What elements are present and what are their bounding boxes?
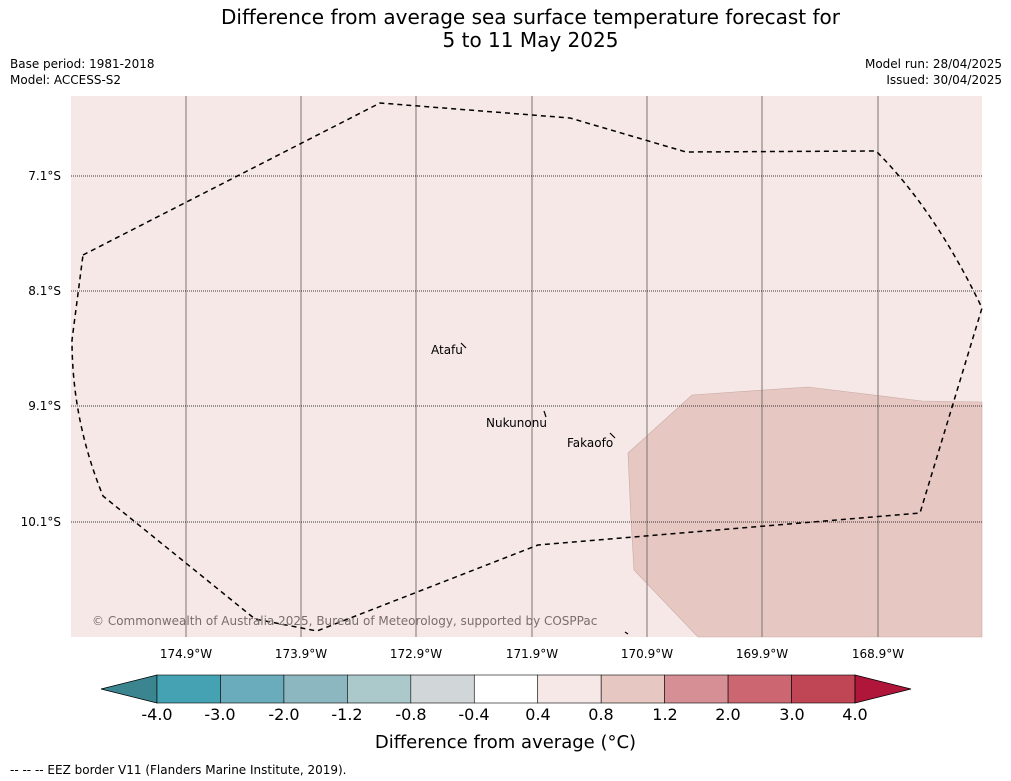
colorbar-segment <box>473 674 539 704</box>
colorbar-tick: -1.2 <box>331 705 363 724</box>
lat-label: 7.1°S <box>28 169 61 183</box>
longitude-gridlines <box>185 96 879 637</box>
colorbar-tick: -4.0 <box>141 705 173 724</box>
lat-label: 8.1°S <box>28 284 61 298</box>
colorbar-segment <box>283 674 348 704</box>
copyright-notice: © Commonwealth of Australia 2025, Bureau… <box>92 614 598 628</box>
warm-anomaly-region <box>627 386 983 638</box>
colorbar-tick: 2.0 <box>715 705 741 724</box>
small-island <box>624 631 629 635</box>
lon-label: 172.9°W <box>389 647 443 661</box>
meta-left: Base period: 1981-2018 Model: ACCESS-S2 <box>10 56 155 88</box>
colorbar-tick: 4.0 <box>842 705 868 724</box>
lat-label: 10.1°S <box>20 515 61 529</box>
colorbar-segment <box>156 674 221 704</box>
colorbar-tick: 0.4 <box>525 705 551 724</box>
issued-date: Issued: 30/04/2025 <box>886 73 1002 87</box>
atoll-shapes <box>460 342 629 635</box>
colorbar-tick: 1.2 <box>652 705 678 724</box>
fakaofo-atoll <box>609 432 616 439</box>
colorbar-tick: -2.0 <box>268 705 300 724</box>
lon-label: 170.9°W <box>620 647 674 661</box>
colorbar-segment <box>791 674 856 704</box>
colorbar-tick: 0.8 <box>588 705 614 724</box>
colorbar-tick: -0.4 <box>458 705 490 724</box>
colorbar-label: Difference from average (°C) <box>374 732 637 753</box>
eez-legend-note: -- -- -- EEZ border V11 (Flanders Marine… <box>10 763 347 777</box>
colorbar-tick: 3.0 <box>779 705 805 724</box>
lat-label: 9.1°S <box>28 399 61 413</box>
colorbar-tick: -0.8 <box>395 705 427 724</box>
place-nukunonu: Nukunonu <box>486 416 547 430</box>
meta-right: Model run: 28/04/2025 Issued: 30/04/2025 <box>865 56 1002 88</box>
place-fakaofo: Fakaofo <box>567 436 614 450</box>
colorbar-segment <box>600 674 665 704</box>
place-atafu: Atafu <box>431 343 463 357</box>
colorbar-low-extend <box>100 674 158 704</box>
colorbar-segment <box>664 674 729 704</box>
lon-label: 169.9°W <box>735 647 789 661</box>
colorbar-segment <box>727 674 792 704</box>
base-period: Base period: 1981-2018 <box>10 57 155 71</box>
lon-label: 174.9°W <box>159 647 213 661</box>
title-line-1: Difference from average sea surface temp… <box>220 5 840 29</box>
nukunonu-atoll <box>543 410 547 418</box>
colorbar-segment <box>537 674 602 704</box>
colorbar-segment <box>347 674 412 704</box>
lon-label: 171.9°W <box>505 647 559 661</box>
eez-border <box>71 102 983 632</box>
lon-label: 173.9°W <box>274 647 328 661</box>
colorbar-segment <box>410 674 475 704</box>
title-line-2: 5 to 11 May 2025 <box>442 28 619 52</box>
colorbar-segments <box>156 674 856 704</box>
colorbar-segment <box>220 674 285 704</box>
lon-label: 168.9°W <box>851 647 905 661</box>
atafu-atoll <box>460 342 467 349</box>
model-name: Model: ACCESS-S2 <box>10 73 122 87</box>
model-run: Model run: 28/04/2025 <box>864 57 1002 71</box>
colorbar-high-extend <box>854 674 912 704</box>
map-title: Difference from average sea surface temp… <box>0 6 1011 52</box>
colorbar-tick: -3.0 <box>204 705 236 724</box>
